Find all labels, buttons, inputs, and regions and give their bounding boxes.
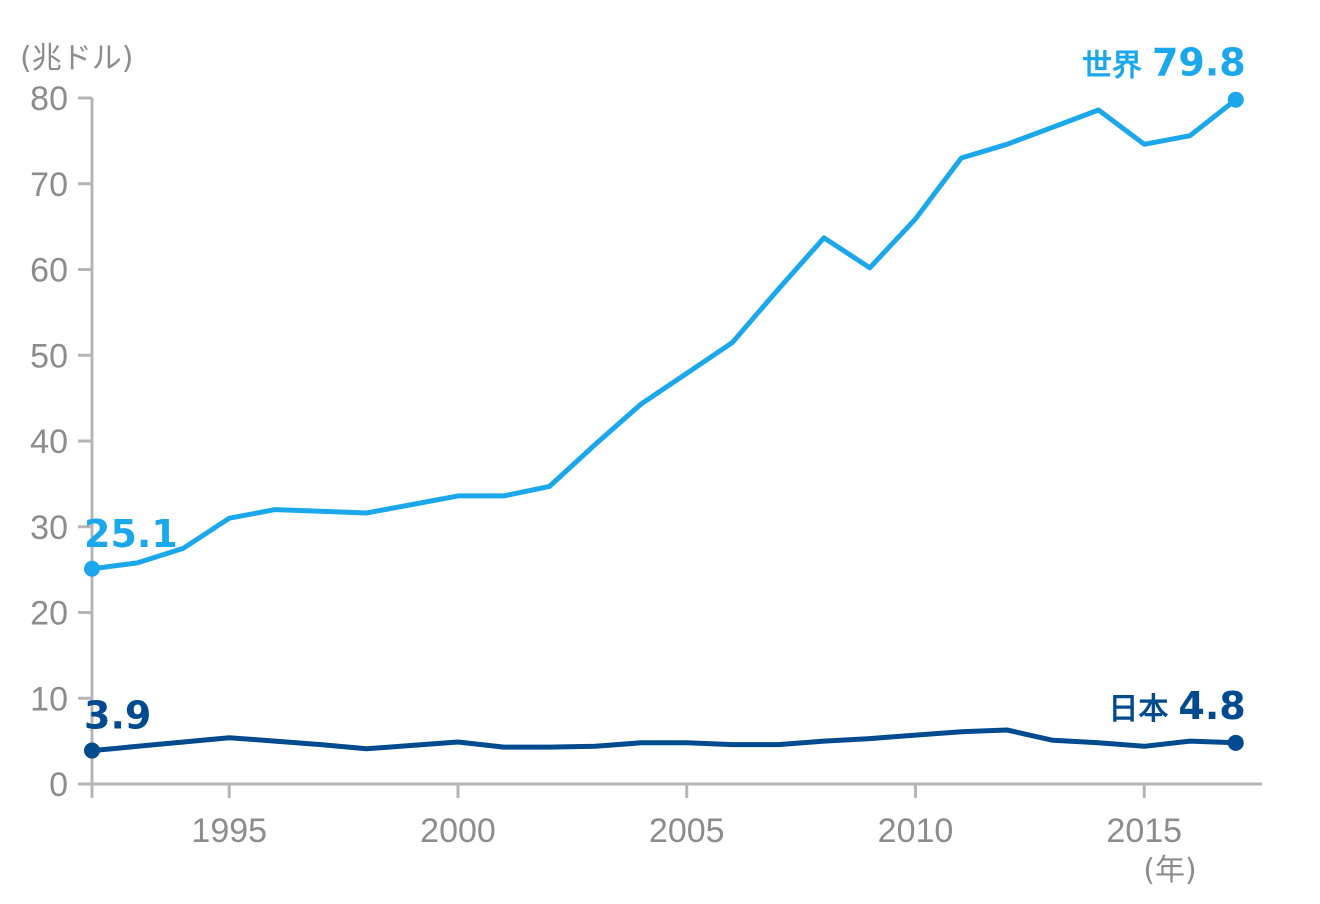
series-start-point-1 [84, 742, 100, 759]
x-tick-label: 2005 [649, 812, 725, 850]
series-start-value-label-0: 25.1 [84, 512, 178, 556]
y-tick-label: 30 [30, 509, 68, 547]
y-tick-label: 60 [30, 252, 68, 290]
series-end-label-1: 日本 4.8 [1108, 684, 1245, 728]
y-tick-label: 70 [30, 166, 68, 204]
y-tick-label: 20 [30, 595, 68, 633]
series-end-label-0: 世界 79.8 [1082, 41, 1246, 85]
series-name-0: 世界 [1082, 49, 1142, 84]
series-start-value-label-1: 3.9 [84, 694, 151, 738]
y-axis-unit-label: (兆ドル) [20, 41, 133, 76]
y-tick-label: 10 [30, 680, 68, 718]
y-tick-label: 80 [30, 80, 68, 118]
series-line-0 [89, 97, 1239, 572]
y-tick-label: 0 [49, 766, 68, 804]
series-start-point-0 [84, 560, 100, 577]
series-end-value-0: 79.8 [1152, 41, 1246, 85]
series-end-point-0 [1227, 91, 1244, 108]
y-tick-label: 40 [30, 423, 68, 461]
y-tick-label: 50 [30, 337, 68, 375]
x-tick-label: 2000 [420, 812, 496, 850]
x-tick-label: 2010 [878, 812, 954, 850]
x-axis-unit-label: (年) [1143, 853, 1196, 888]
series-group [84, 91, 1244, 759]
series-name-1: 日本 [1108, 692, 1168, 727]
axes: 0 10 20 30 40 50 60 70 80 1995 2000 2005 2010 2015 [30, 80, 1262, 850]
series-end-point-1 [1227, 734, 1244, 751]
series-line-1 [89, 727, 1239, 754]
series-end-value-1: 4.8 [1178, 684, 1245, 728]
data-labels: 25.1 世界 79.8 3.9 日本 4.8 [84, 41, 1246, 738]
x-tick-label: 1995 [191, 812, 267, 850]
x-tick-label: 2015 [1106, 812, 1182, 850]
